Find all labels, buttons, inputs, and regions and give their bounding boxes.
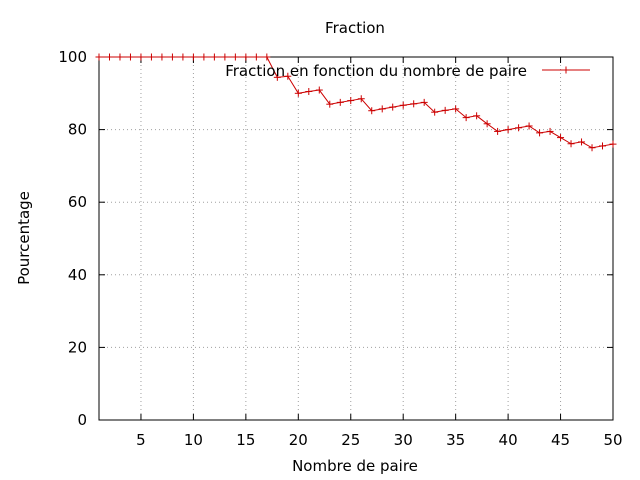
legend-line-sample (542, 66, 590, 74)
data-point-marker (462, 114, 470, 122)
data-point-marker (200, 53, 208, 61)
x-tick-label: 50 (603, 431, 622, 449)
data-point-marker (357, 95, 365, 103)
grid-lines (99, 57, 613, 420)
data-point-marker (494, 127, 502, 135)
data-point-marker (336, 98, 344, 106)
data-point-marker (284, 72, 292, 80)
data-point-marker (399, 101, 407, 109)
data-point-marker (504, 126, 512, 134)
data-point-marker (147, 53, 155, 61)
data-point-marker (567, 140, 575, 148)
data-point-marker (168, 53, 176, 61)
data-point-marker (305, 87, 313, 95)
data-point-marker (126, 53, 134, 61)
data-point-marker (410, 100, 418, 108)
data-point-marker (599, 142, 607, 150)
data-point-marker (368, 107, 376, 115)
legend: Fraction en fonction du nombre de paire (225, 62, 590, 80)
data-point-marker (525, 122, 533, 130)
x-tick-label: 15 (236, 431, 255, 449)
x-tick-label: 20 (289, 431, 308, 449)
data-point-marker (326, 100, 334, 108)
data-point-marker (116, 53, 124, 61)
y-tick-label: 100 (58, 48, 87, 66)
data-point-marker (389, 103, 397, 111)
axis-ticks: 5 10 15 20 25 30 35 40 45 50 0 20 40 60 80 100 (58, 48, 622, 449)
data-point-marker (515, 124, 523, 132)
y-tick-label: 0 (77, 411, 87, 429)
plot-frame (98, 56, 614, 421)
data-point-marker (252, 53, 260, 61)
x-tick-label: 30 (394, 431, 413, 449)
x-tick-label: 10 (184, 431, 203, 449)
data-point-marker (588, 144, 596, 152)
data-point-marker (483, 120, 491, 128)
x-tick-label: 25 (341, 431, 360, 449)
data-point-marker (189, 53, 197, 61)
data-point-marker (420, 98, 428, 106)
y-axis-label: Pourcentage (15, 191, 33, 285)
y-tick-label: 20 (68, 338, 87, 356)
data-point-marker (210, 53, 218, 61)
data-point-marker (273, 73, 281, 81)
data-point-marker (452, 105, 460, 113)
data-point-marker (609, 140, 617, 148)
data-point-marker (242, 53, 250, 61)
data-point-marker (315, 86, 323, 94)
data-point-marker (378, 105, 386, 113)
y-tick-label: 80 (68, 121, 87, 139)
data-point-marker (263, 53, 271, 61)
data-point-marker (441, 106, 449, 114)
data-point-marker (158, 53, 166, 61)
x-tick-label: 45 (551, 431, 570, 449)
x-tick-label: 35 (446, 431, 465, 449)
y-tick-label: 40 (68, 266, 87, 284)
x-tick-label: 5 (136, 431, 146, 449)
data-point-marker (221, 53, 229, 61)
data-point-marker (105, 53, 113, 61)
data-point-marker (179, 53, 187, 61)
data-point-marker (473, 112, 481, 120)
data-point-marker (347, 97, 355, 105)
data-point-marker (546, 127, 554, 135)
legend-label: Fraction en fonction du nombre de paire (225, 62, 527, 80)
data-point-marker (294, 89, 302, 97)
series-layer (95, 53, 617, 152)
data-point-marker (137, 53, 145, 61)
data-point-marker (431, 108, 439, 116)
data-point-marker (231, 53, 239, 61)
data-point-marker (95, 53, 103, 61)
data-point-marker (578, 138, 586, 146)
chart-title: Fraction (325, 19, 385, 37)
data-point-marker (536, 129, 544, 137)
data-point-marker (557, 134, 565, 142)
y-tick-label: 60 (68, 193, 87, 211)
x-axis-label: Nombre de paire (292, 457, 418, 475)
x-tick-label: 40 (499, 431, 518, 449)
